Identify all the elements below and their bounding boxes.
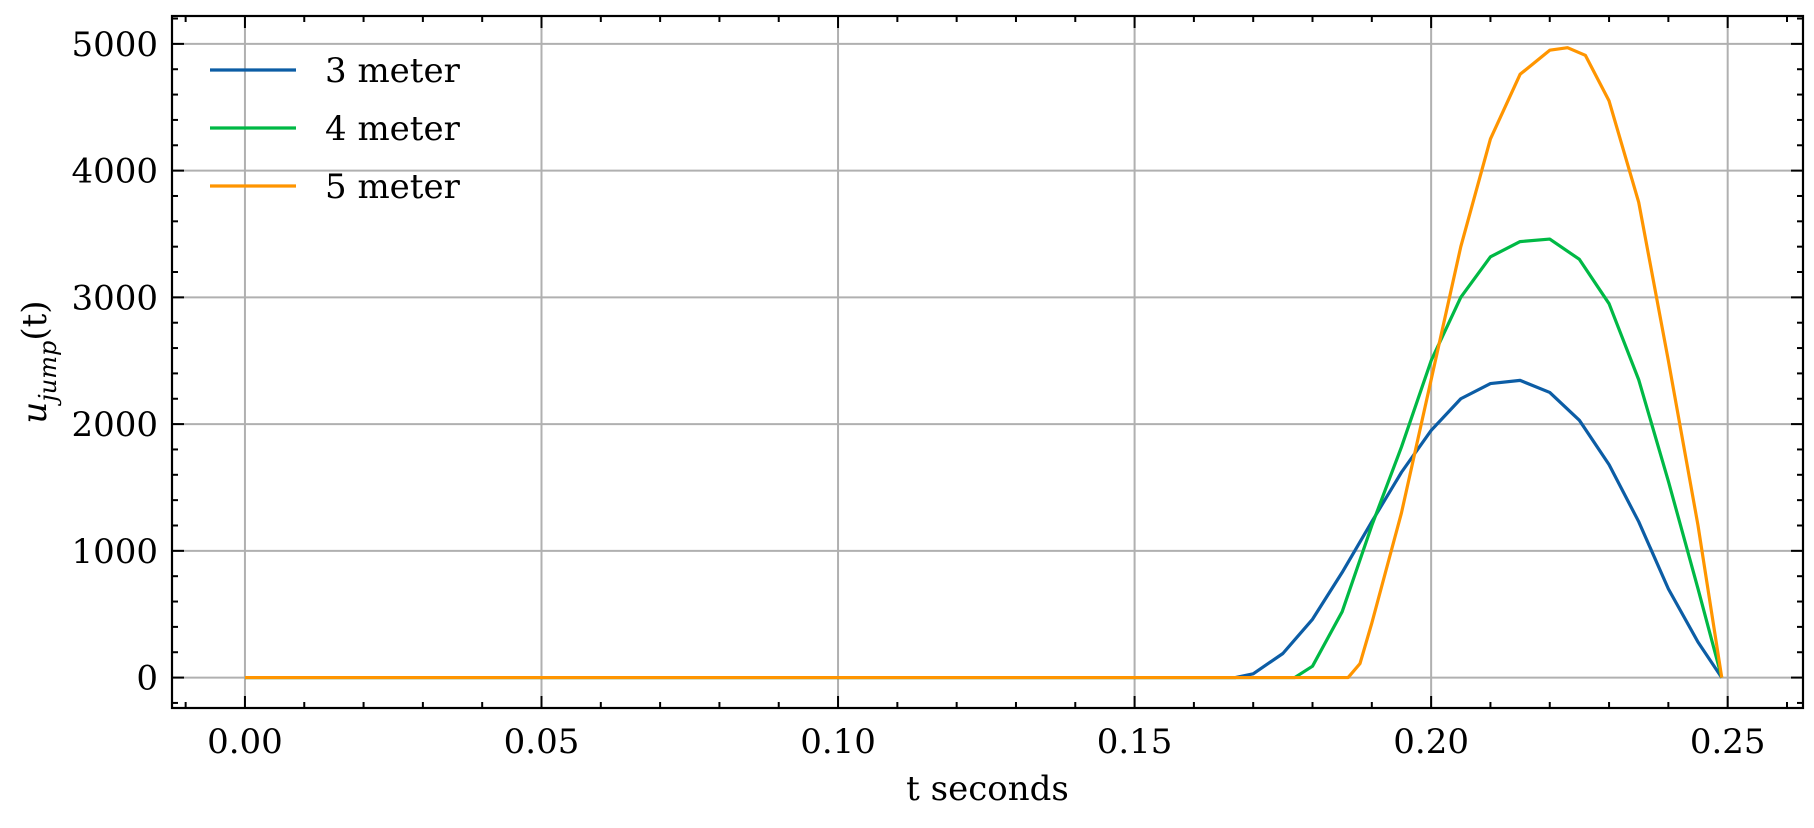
series-line-5-meter [244,46,1724,680]
y-tick-label: 0 [136,659,158,699]
y-axis-title-tail: (t) [15,300,55,340]
legend-label: 3 meter [325,51,461,91]
x-tick-labels: 0.00 0.05 0.10 0.15 0.20 0.25 [207,722,1765,762]
y-axis-title: ujump(t) [15,300,62,423]
y-tick-label: 3000 [71,278,158,318]
x-tick-label: 0.15 [1097,722,1173,762]
legend: 3 meter 4 meter 5 meter [210,51,461,207]
x-tick-label: 0.20 [1393,722,1469,762]
series-lines [244,46,1724,680]
axis-ticks [172,16,1803,708]
y-tick-label: 1000 [71,532,158,572]
legend-label: 4 meter [325,109,461,149]
x-tick-label: 0.10 [800,722,876,762]
x-tick-label: 0.25 [1690,722,1766,762]
y-axis-title-base: u [15,402,55,424]
x-tick-label: 0.05 [504,722,580,762]
legend-label: 5 meter [325,167,461,207]
y-axis-title-subscript: jump [34,341,62,407]
y-tick-label: 5000 [71,25,158,65]
y-tick-labels: 0 1000 2000 3000 4000 5000 [71,25,158,699]
series-line-4-meter [244,237,1724,680]
x-tick-label: 0.00 [207,722,283,762]
y-tick-label: 2000 [71,405,158,445]
y-tick-label: 4000 [71,152,158,192]
x-axis-title: t seconds [906,769,1069,809]
plot-frame [170,14,1805,710]
